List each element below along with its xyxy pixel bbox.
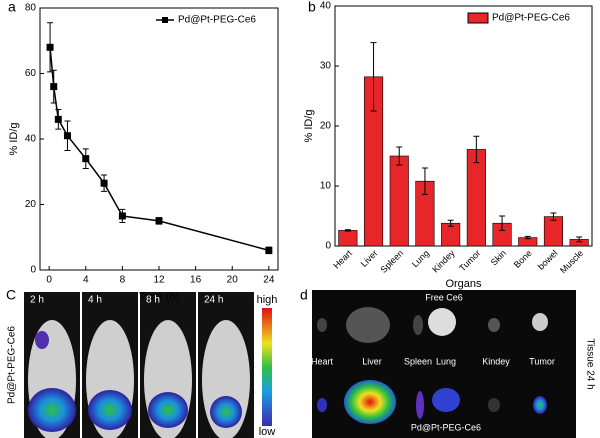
- x-tick-label: 24: [263, 275, 275, 286]
- organ-label: Heart: [311, 356, 334, 366]
- data-point: [54, 115, 62, 123]
- x-tick-label: 8: [120, 275, 126, 286]
- y-axis-label: % ID/g: [303, 109, 315, 142]
- x-tick-label: Skin: [489, 248, 508, 267]
- data-point: [82, 155, 90, 163]
- y-axis-label: % ID/g: [8, 122, 20, 155]
- colorbar-low: low: [259, 426, 276, 438]
- error-bar: [524, 235, 531, 240]
- legend-marker: [162, 17, 168, 23]
- y-tick-label: 40: [25, 134, 37, 145]
- organ-label: Liver: [362, 356, 382, 366]
- error-bar: [396, 146, 403, 166]
- y-tick-label: 40: [320, 1, 332, 12]
- y-tick-label: 60: [25, 68, 37, 79]
- error-bar: [344, 229, 351, 232]
- x-tick-label: Bone: [512, 248, 534, 270]
- data-point: [46, 43, 54, 51]
- organ-label: Kindey: [482, 356, 510, 366]
- panel-label: d: [300, 287, 308, 303]
- x-tick-label: 12: [153, 275, 165, 286]
- organ-label: Spleen: [404, 356, 432, 366]
- bar: [389, 155, 409, 247]
- x-tick-label: 20: [227, 275, 239, 286]
- x-tick-label: 0: [46, 275, 52, 286]
- data-point: [155, 217, 163, 225]
- y-tick-label: 30: [320, 61, 332, 72]
- legend-swatch: [467, 12, 489, 24]
- error-bar: [421, 167, 428, 195]
- top-label: Free Ce6: [425, 292, 463, 302]
- y-tick-label: 20: [25, 199, 37, 210]
- error-bar: [499, 215, 506, 231]
- x-tick-label: Tumor: [457, 248, 482, 273]
- time-label: 2 h: [30, 295, 44, 306]
- data-point: [118, 212, 126, 220]
- data-point: [63, 132, 71, 140]
- x-tick-label: Spleen: [378, 248, 405, 275]
- y-tick-label: 10: [320, 181, 332, 192]
- time-label: 8 h: [146, 295, 160, 306]
- time-label: 4 h: [88, 295, 102, 306]
- data-point: [50, 83, 58, 91]
- y-tick-label: 0: [30, 265, 36, 276]
- tissue-image: [312, 290, 576, 438]
- side-label: Pd@Pt-PEG-Ce6: [7, 326, 18, 404]
- data-point: [265, 246, 273, 254]
- organ-label: Tumor: [529, 356, 555, 366]
- x-tick-label: Lung: [410, 248, 431, 269]
- side-label: Tissue 24 h: [584, 338, 595, 389]
- panel-label: b: [308, 0, 316, 15]
- y-tick-label: 80: [25, 3, 37, 14]
- time-label: 24 h: [204, 295, 223, 306]
- x-tick-label: Liver: [359, 248, 380, 269]
- error-bar: [370, 42, 377, 112]
- organ-label: Lung: [436, 356, 456, 366]
- error-bar: [576, 236, 583, 243]
- x-tick-label: Kindey: [430, 248, 457, 275]
- x-tick-label: Heart: [331, 248, 354, 271]
- y-tick-label: 20: [320, 121, 332, 132]
- x-tick-label: 4: [83, 275, 89, 286]
- bar: [543, 216, 564, 247]
- bar: [466, 149, 486, 247]
- panel-label: C: [6, 287, 16, 303]
- error-bar: [473, 135, 480, 164]
- data-point: [100, 179, 108, 187]
- x-tick-label: 16: [190, 275, 202, 286]
- colorbar-high: high: [257, 294, 278, 306]
- x-axis-label: Time (h): [139, 291, 180, 303]
- error-bar: [447, 219, 454, 227]
- bottom-label: Pd@Pt-PEG-Ce6: [411, 422, 481, 432]
- y-tick-label: 0: [325, 241, 331, 252]
- legend-label: Pd@Pt-PEG-Ce6: [178, 15, 256, 26]
- panel-label: a: [8, 0, 16, 15]
- mouse-images: [24, 292, 272, 438]
- error-bar: [550, 212, 557, 221]
- x-axis-label: Organs: [445, 278, 482, 290]
- x-tick-label: bowel: [536, 248, 560, 272]
- plot-frame: [39, 7, 279, 271]
- x-tick-label: Muscle: [558, 248, 585, 275]
- bar: [338, 230, 358, 247]
- legend-label: Pd@Pt-PEG-Ce6: [492, 13, 570, 24]
